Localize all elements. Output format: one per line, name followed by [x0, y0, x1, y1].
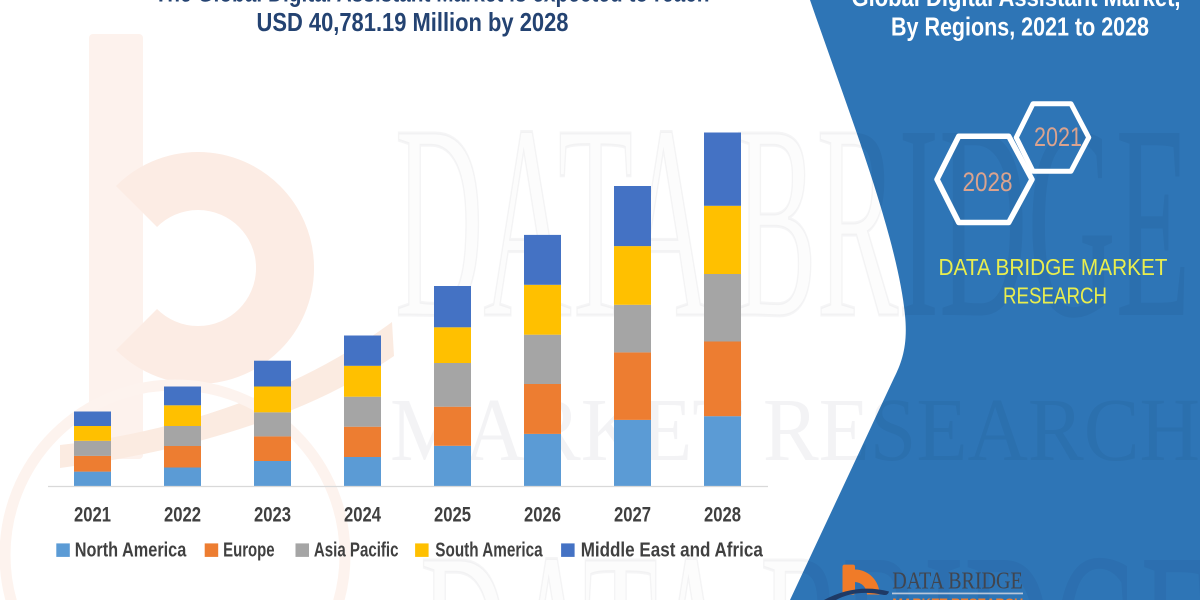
svg-text:South America: South America	[435, 539, 543, 562]
svg-text:Asia Pacific: Asia Pacific	[314, 539, 399, 562]
svg-text:2024: 2024	[344, 504, 381, 527]
svg-text:MARKET RESEARCH: MARKET RESEARCH	[892, 596, 1023, 600]
svg-text:DATA BRIDGE: DATA BRIDGE	[892, 569, 1023, 595]
svg-text:Middle East and Africa: Middle East and Africa	[581, 539, 764, 562]
svg-text:The Global Digital Assistant M: The Global Digital Assistant Market is e…	[155, 0, 710, 8]
svg-text:2028: 2028	[704, 504, 741, 527]
svg-text:Global Digital Assistant Marke: Global Digital Assistant Market,	[852, 0, 1181, 12]
svg-text:2028: 2028	[963, 167, 1013, 197]
svg-text:2025: 2025	[434, 504, 471, 527]
svg-text:DATA BRIDGE MARKET: DATA BRIDGE MARKET	[939, 254, 1168, 280]
svg-text:RESEARCH: RESEARCH	[1003, 283, 1107, 309]
svg-text:DATA BRIDGE: DATA BRIDGE	[420, 496, 1200, 600]
svg-text:2027: 2027	[614, 504, 651, 527]
svg-text:By Regions, 2021 to 2028: By Regions, 2021 to 2028	[891, 12, 1149, 42]
svg-text:2021: 2021	[74, 504, 111, 527]
svg-text:USD 40,781.19 Million by 2028: USD 40,781.19 Million by 2028	[257, 7, 569, 37]
svg-text:2021: 2021	[1034, 122, 1082, 152]
svg-text:2022: 2022	[164, 504, 201, 527]
svg-text:2023: 2023	[254, 504, 291, 527]
svg-text:2026: 2026	[524, 504, 561, 527]
svg-text:Europe: Europe	[223, 539, 275, 562]
svg-text:North America: North America	[75, 539, 187, 562]
